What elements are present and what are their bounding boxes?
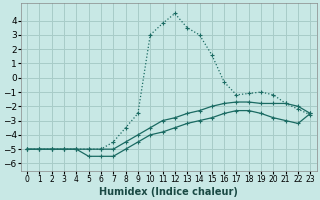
X-axis label: Humidex (Indice chaleur): Humidex (Indice chaleur) <box>99 187 238 197</box>
